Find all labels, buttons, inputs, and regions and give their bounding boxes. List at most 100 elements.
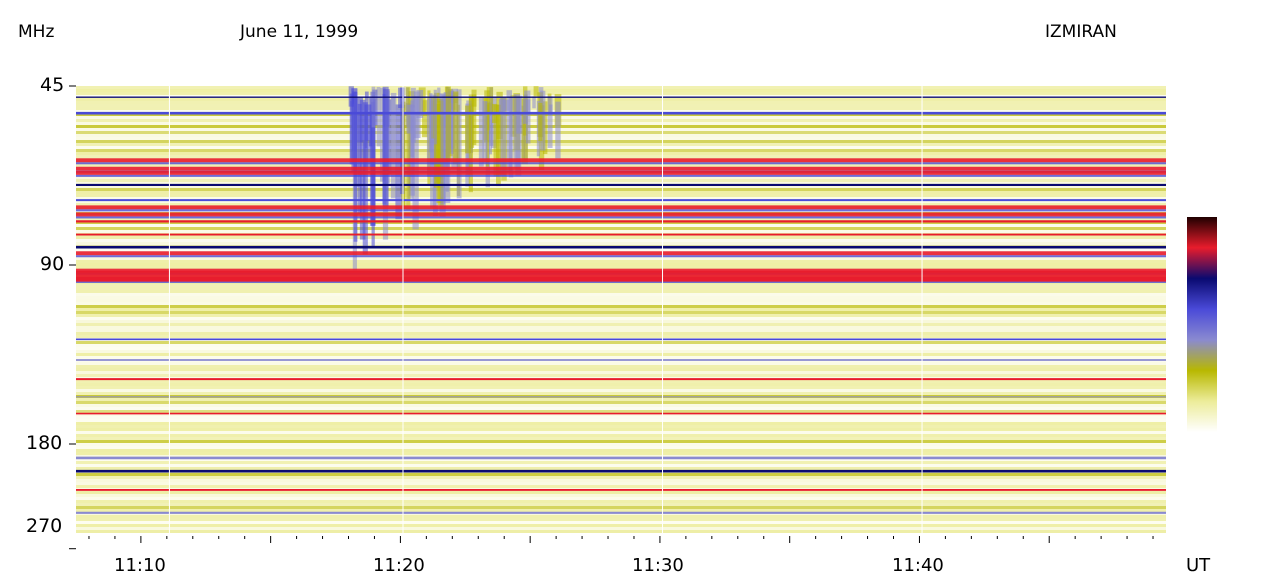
spectrogram-row: [76, 122, 1166, 125]
interference-band: [76, 251, 1166, 256]
spectrogram-row: [76, 347, 1166, 350]
burst-stripe: [498, 99, 505, 115]
spectrogram-row: [76, 458, 1166, 461]
spectrogram-row: [76, 461, 1166, 464]
spectrogram-row: [76, 194, 1166, 197]
burst-stripe: [549, 104, 553, 116]
burst-stripe: [510, 94, 517, 137]
burst-stripe: [513, 94, 521, 169]
spectrogram-row: [76, 191, 1166, 194]
spectrogram-row: [76, 305, 1166, 308]
spectrogram-row: [76, 188, 1166, 191]
spectrogram-row: [76, 335, 1166, 338]
spectrogram-row: [76, 197, 1166, 200]
burst-stripe: [436, 98, 444, 204]
burst-stripe: [522, 98, 528, 124]
spectrogram-row: [76, 260, 1166, 263]
spectrogram-row: [76, 374, 1166, 377]
spectrogram-row: [76, 119, 1166, 122]
spectrogram-row: [76, 500, 1166, 503]
burst-stripe: [540, 90, 546, 151]
x-tick-label: 11:20: [373, 555, 425, 576]
spectrogram-row: [76, 449, 1166, 452]
chart-title: June 11, 1999: [240, 22, 359, 42]
interference-band-edge: [76, 162, 1166, 165]
burst-stripe: [445, 86, 451, 162]
spectrogram-row: [76, 515, 1166, 518]
spectrogram-row: [76, 530, 1166, 533]
burst-stripe: [478, 96, 484, 167]
axes: [69, 85, 1154, 550]
spectrogram-row: [76, 437, 1166, 440]
spectrogram-row: [76, 113, 1166, 116]
spectrogram-row: [76, 149, 1166, 152]
interference-band: [76, 166, 1166, 171]
spectrogram-row: [76, 140, 1166, 143]
spectrogram-row: [76, 224, 1166, 227]
spectrogram-row: [76, 464, 1166, 467]
spectrogram-row: [76, 143, 1166, 146]
spectrogram-row: [76, 299, 1166, 302]
spectrogram-row: [76, 146, 1166, 149]
spectrogram-row: [76, 494, 1166, 497]
spectrogram-plot-area: [76, 86, 1166, 533]
spectrogram-row: [76, 371, 1166, 374]
spectrogram-row: [76, 428, 1166, 431]
spectrogram-row: [76, 527, 1166, 530]
spectrogram-row: [76, 134, 1166, 137]
spectrogram-row: [76, 425, 1166, 428]
burst-stripe: [416, 89, 424, 119]
burst-stripe: [382, 86, 389, 207]
spectrogram-row: [76, 452, 1166, 455]
spectrogram-row: [76, 503, 1166, 506]
spectrogram-row: [76, 137, 1166, 140]
spectrogram-row: [76, 419, 1166, 422]
spectrogram-row: [76, 446, 1166, 449]
spectrogram-row: [76, 293, 1166, 296]
spectrogram-row: [76, 386, 1166, 389]
spectrogram-row: [76, 506, 1166, 509]
interference-band-edge: [76, 174, 1166, 177]
spectrogram-row: [76, 479, 1166, 482]
spectrogram-row: [76, 242, 1166, 245]
burst-stripe: [448, 91, 454, 154]
spectrogram-row: [76, 116, 1166, 119]
spectrogram-row: [76, 473, 1166, 476]
burst-stripe: [525, 99, 531, 144]
spectrogram-row: [76, 398, 1166, 401]
spectrogram-row: [76, 485, 1166, 488]
spectrogram-row: [76, 320, 1166, 323]
spectrogram-row: [76, 344, 1166, 347]
spectrogram-row: [76, 521, 1166, 524]
spectrogram-row: [76, 104, 1166, 107]
burst-stripe: [506, 90, 513, 173]
burst-stripe: [482, 101, 488, 163]
spectrogram-row: [76, 407, 1166, 410]
spectrogram-row: [76, 95, 1166, 98]
burst-stripe: [376, 86, 381, 147]
y-tick-label: 45: [40, 74, 65, 96]
spectrogram-row: [76, 497, 1166, 500]
spectrogram-row: [76, 311, 1166, 314]
spectrogram-row: [76, 236, 1166, 239]
interference-block: [76, 270, 1166, 282]
spectrogram-row: [76, 287, 1166, 290]
interference-band-edge: [76, 216, 1166, 219]
burst-stripe: [364, 104, 372, 168]
spectrogram-row: [76, 308, 1166, 311]
spectrogram-row: [76, 416, 1166, 419]
spectrogram-row: [76, 101, 1166, 104]
burst-stripe: [453, 91, 459, 165]
burst-stripe: [371, 86, 376, 128]
spectrogram-row: [76, 290, 1166, 293]
burst-stripe: [496, 104, 501, 187]
spectrogram-row: [76, 362, 1166, 365]
spectrogram-row: [76, 356, 1166, 359]
spectrogram-row: [76, 401, 1166, 404]
spectrogram-row: [76, 380, 1166, 383]
spectrogram-row: [76, 155, 1166, 158]
spectrogram-row: [76, 221, 1166, 224]
spectrogram-row: [76, 368, 1166, 371]
spectrogram-row: [76, 314, 1166, 317]
spectrogram-row: [76, 467, 1166, 470]
